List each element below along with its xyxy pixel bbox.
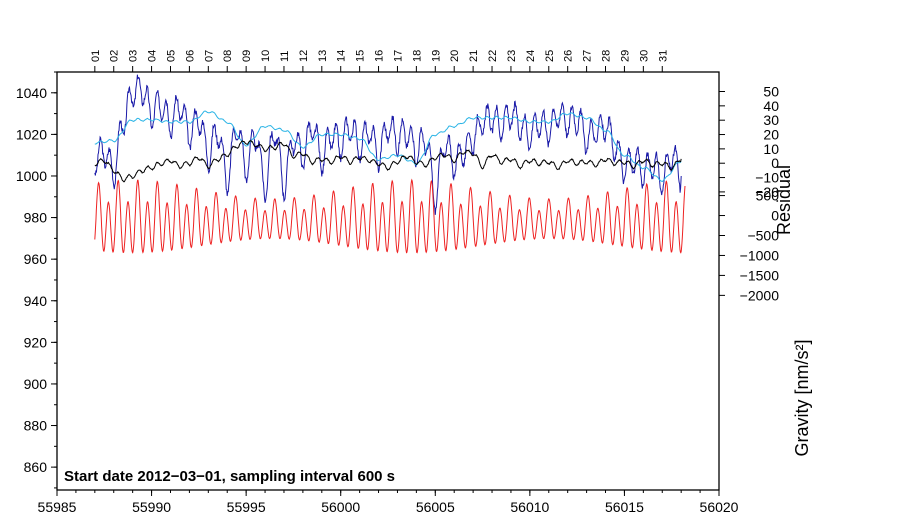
day-tick-label: 02 <box>109 50 121 62</box>
x-tick-label: 56010 <box>510 499 549 515</box>
y-tick-label: 860 <box>24 459 48 475</box>
day-tick-label: 06 <box>184 50 196 62</box>
right-tick-label: −20 <box>755 184 779 200</box>
right-tick-label: 10 <box>763 141 779 157</box>
right-tick-label: −1500 <box>740 267 780 283</box>
annotation-text: Start date 2012−03−01, sampling interval… <box>64 468 395 485</box>
y-tick-label: 940 <box>24 293 48 309</box>
day-tick-label: 22 <box>487 50 499 62</box>
right-tick-label: 50 <box>763 84 779 100</box>
day-tick-label: 26 <box>563 50 575 62</box>
day-tick-label: 05 <box>165 50 177 62</box>
series-line-gravity <box>94 178 686 254</box>
right-tick-label: −2000 <box>740 287 780 303</box>
day-tick-label: 16 <box>374 50 386 62</box>
right-tick-label: 40 <box>763 98 779 114</box>
day-tick-label: 08 <box>222 50 234 62</box>
day-tick-label: 17 <box>392 50 404 62</box>
day-tick-label: 01 <box>90 50 102 62</box>
day-tick-label: 12 <box>298 50 310 62</box>
day-tick-label: 11 <box>279 51 291 62</box>
day-tick-label: 14 <box>336 50 348 62</box>
right-tick-label: −1000 <box>740 247 780 263</box>
day-tick-label: 28 <box>601 50 613 62</box>
y-tick-label: 1020 <box>16 126 47 142</box>
day-tick-label: 20 <box>449 50 461 62</box>
day-tick-label: 13 <box>317 50 329 62</box>
day-tick-label: 24 <box>525 50 537 62</box>
series-line-pressure <box>94 74 682 215</box>
day-tick-label: 29 <box>619 50 631 62</box>
series-line-pressure-smoothed <box>94 110 682 183</box>
plot-frame <box>56 71 720 491</box>
day-tick-label: 15 <box>355 50 367 62</box>
right-tick-label: 20 <box>763 127 779 143</box>
day-tick-label: 21 <box>468 50 480 62</box>
day-tick-label: 27 <box>582 50 594 62</box>
y-tick-label: 920 <box>24 334 48 350</box>
right-tick-label: 0 <box>771 155 779 171</box>
right-tick-label: −10 <box>755 170 779 186</box>
data-series <box>94 74 686 254</box>
residual-axis-label: Residual <box>774 165 794 235</box>
right-tick-label: −500 <box>747 227 779 243</box>
x-tick-label: 56020 <box>700 499 739 515</box>
day-tick-label: 18 <box>411 50 423 62</box>
gravity-axis-label: Gravity [nm/s²] <box>792 339 812 456</box>
y-tick-label: 1040 <box>16 85 47 101</box>
series-line-residual <box>94 139 682 183</box>
day-tick-label: 25 <box>544 50 556 62</box>
y-tick-label: 980 <box>24 210 48 226</box>
top-day-axis: 01 02 03 04 05 06 07 08 09 10 11 12 13 14 15 16 17 18 19 20… <box>90 50 669 72</box>
day-tick-label: 19 <box>430 50 442 62</box>
gravity-axis: −2000 −1500 −1000 −500 0 500 <box>719 188 780 303</box>
day-tick-label: 09 <box>241 50 253 62</box>
x-tick-label: 55995 <box>227 499 266 515</box>
x-tick-label: 55990 <box>132 499 171 515</box>
right-tick-label: 30 <box>763 112 779 128</box>
right-tick-label: 0 <box>771 208 779 224</box>
right-tick-label: 500 <box>756 188 780 204</box>
day-tick-label: 31 <box>657 50 669 62</box>
y-tick-label: 880 <box>24 418 48 434</box>
day-tick-label: 10 <box>260 50 272 62</box>
day-tick-label: 04 <box>147 50 159 62</box>
x-tick-label: 56000 <box>321 499 360 515</box>
x-tick-label: 55985 <box>38 499 77 515</box>
day-tick-label: 30 <box>638 50 650 62</box>
x-tick-label: 56015 <box>605 499 644 515</box>
day-tick-label: 23 <box>506 50 518 62</box>
left-axis: 860 880 900 920 940 960 980 1000 1020 1040 <box>16 71 57 489</box>
x-axis: 55985 55990 55995 56000 56005 56010 56015 56020 <box>38 490 739 515</box>
day-tick-label: 07 <box>203 50 215 62</box>
y-tick-label: 900 <box>24 376 48 392</box>
y-tick-label: 1000 <box>16 168 47 184</box>
y-tick-label: 960 <box>24 251 48 267</box>
day-tick-label: 03 <box>128 50 140 62</box>
x-tick-label: 56005 <box>416 499 455 515</box>
